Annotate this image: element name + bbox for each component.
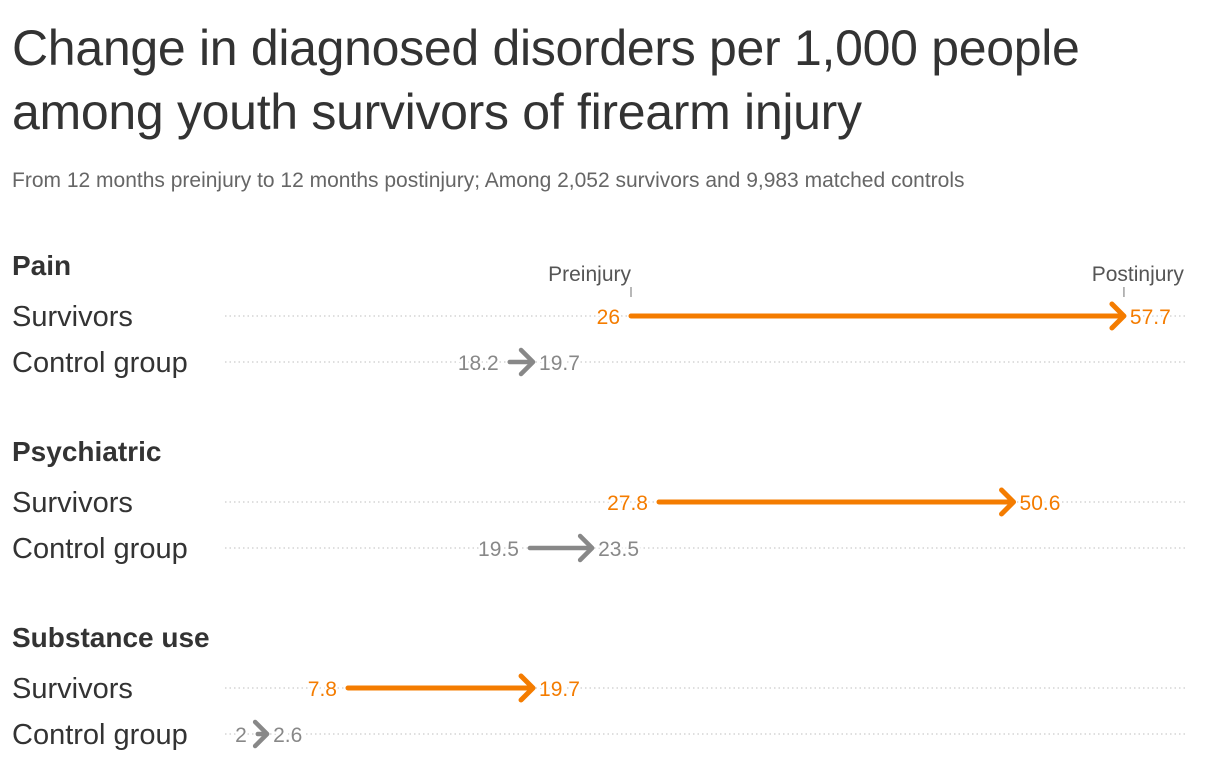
group-label-substance-use: Substance use	[12, 622, 210, 653]
row-label-pain-survivors: Survivors	[12, 301, 133, 333]
arrow-head-pain-control	[518, 347, 536, 377]
arrow-head-substance-use-control	[252, 719, 270, 749]
legend-preinjury-label: Preinjury	[548, 263, 631, 286]
row-label-substance-use-control: Control group	[12, 719, 188, 751]
post-value-label-psychiatric-survivors: 50.6	[1020, 492, 1061, 515]
group-label-pain: Pain	[12, 250, 71, 281]
arrow-head-substance-use-survivors	[518, 673, 536, 703]
pre-value-label-substance-use-survivors: 7.8	[308, 678, 337, 701]
group-label-psychiatric: Psychiatric	[12, 436, 161, 467]
post-value-label-pain-survivors: 57.7	[1130, 306, 1171, 329]
post-value-label-psychiatric-control: 23.5	[598, 538, 639, 561]
pre-value-label-pain-survivors: 26	[597, 306, 620, 329]
post-value-label-substance-use-control: 2.6	[273, 724, 302, 747]
chart-title: Change in diagnosed disorders per 1,000 …	[12, 20, 1080, 140]
pre-value-label-psychiatric-survivors: 27.8	[607, 492, 648, 515]
row-label-psychiatric-survivors: Survivors	[12, 487, 133, 519]
row-label-pain-control: Control group	[12, 347, 188, 379]
legend-postinjury-label: Postinjury	[1092, 263, 1185, 286]
pre-value-label-pain-control: 18.2	[458, 352, 499, 375]
row-label-psychiatric-control: Control group	[12, 533, 188, 565]
pre-value-label-substance-use-control: 2	[235, 724, 247, 747]
chart-subtitle: From 12 months preinjury to 12 months po…	[12, 169, 965, 192]
post-value-label-substance-use-survivors: 19.7	[539, 678, 580, 701]
arrow-head-pain-survivors	[1109, 301, 1127, 331]
arrow-head-psychiatric-control	[577, 533, 595, 563]
post-value-label-pain-control: 19.7	[539, 352, 580, 375]
arrow-head-psychiatric-survivors	[999, 487, 1017, 517]
row-label-substance-use-survivors: Survivors	[12, 673, 133, 705]
pre-value-label-psychiatric-control: 19.5	[478, 538, 519, 561]
